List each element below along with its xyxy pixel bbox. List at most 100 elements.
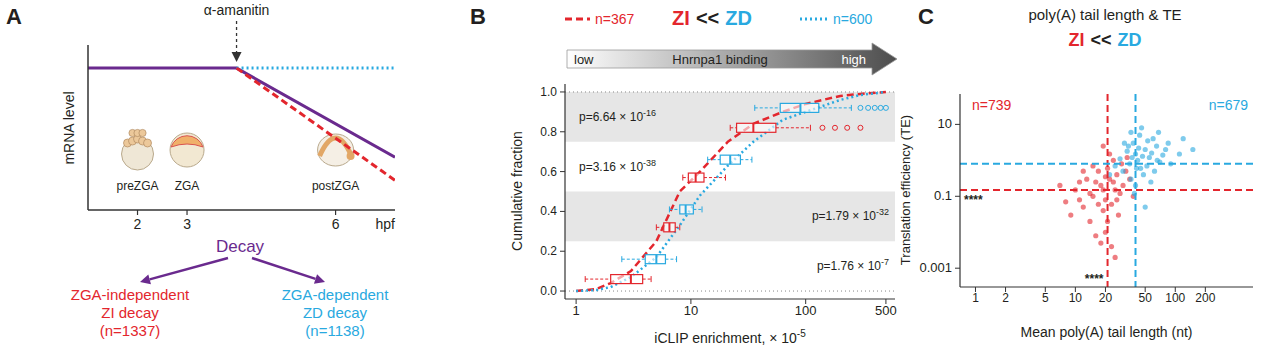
legend-label: n=600 bbox=[833, 11, 873, 27]
y-tick bbox=[560, 91, 565, 92]
x-axis-label-text: iCLIP enrichment, × 10 bbox=[654, 330, 797, 346]
p-value: p=1.79 × 10-32 bbox=[812, 207, 889, 223]
stage-label: postZGA bbox=[312, 179, 359, 193]
whisker bbox=[665, 259, 676, 260]
x-tick-label: 2 bbox=[134, 216, 142, 232]
point bbox=[1114, 197, 1119, 202]
point bbox=[1148, 179, 1153, 184]
point bbox=[1109, 202, 1114, 207]
outlier bbox=[845, 125, 850, 130]
point bbox=[1181, 136, 1186, 141]
point bbox=[1063, 199, 1068, 204]
series-line bbox=[576, 92, 886, 291]
x-tick-label: 20 bbox=[1099, 291, 1113, 305]
y-tick bbox=[560, 291, 565, 292]
x-tick-label: 10 bbox=[684, 303, 698, 318]
series-line bbox=[576, 92, 886, 291]
outlier bbox=[858, 125, 863, 130]
y-axis bbox=[564, 84, 565, 299]
box-median bbox=[695, 173, 697, 182]
whisker-cap bbox=[656, 224, 657, 230]
cell bbox=[139, 129, 146, 136]
outlier bbox=[866, 105, 871, 110]
point bbox=[1081, 169, 1086, 174]
x-tick-label: 5 bbox=[1042, 291, 1049, 305]
p-value-text: p=1.76 × 10 bbox=[817, 259, 881, 273]
x-tick-label: 50 bbox=[1139, 291, 1153, 305]
x-tick-label: 3 bbox=[183, 216, 191, 232]
embryo-icon bbox=[122, 129, 154, 170]
p-value-exponent: -32 bbox=[876, 207, 889, 217]
p-value-text: p=6.64 × 10 bbox=[579, 110, 643, 124]
point bbox=[1093, 179, 1098, 184]
y-axis-label: mRNA level bbox=[61, 91, 77, 164]
whisker-cap bbox=[682, 175, 683, 181]
point bbox=[1130, 155, 1135, 160]
p-value: p=1.76 × 10-7 bbox=[817, 257, 889, 273]
reference-line bbox=[960, 163, 1253, 165]
decay-label: Decay bbox=[216, 237, 265, 256]
point bbox=[1096, 169, 1101, 174]
arrow-head bbox=[232, 52, 242, 62]
box bbox=[737, 123, 776, 132]
point bbox=[1109, 244, 1114, 249]
arrow-label: Hnrnpa1 binding bbox=[672, 52, 767, 67]
panel-b: B0.00.20.40.60.81.0110100500iCLIP enrich… bbox=[470, 4, 897, 346]
y-tick-label: 0.2 bbox=[540, 244, 557, 258]
plot-area bbox=[576, 92, 888, 291]
point bbox=[1128, 177, 1133, 182]
box-median bbox=[630, 275, 632, 284]
outlier bbox=[832, 125, 837, 130]
point bbox=[1101, 143, 1106, 148]
whisker bbox=[740, 159, 751, 160]
p-value-exponent: -38 bbox=[643, 158, 656, 168]
x-tick-label: 200 bbox=[1195, 291, 1215, 305]
point bbox=[1098, 183, 1103, 188]
x-tick-label: 2 bbox=[1002, 291, 1009, 305]
yolk bbox=[170, 133, 204, 167]
point bbox=[1113, 255, 1118, 260]
y-tick-label: 1.0 bbox=[540, 85, 557, 99]
box bbox=[645, 255, 665, 264]
y-axis-label: Translation efficiency (TE) bbox=[898, 115, 913, 265]
p-value-text: p=1.79 × 10 bbox=[812, 209, 876, 223]
x-tick-label: 100 bbox=[795, 303, 817, 318]
reference-line bbox=[1135, 94, 1137, 287]
reference-line bbox=[565, 91, 895, 92]
y-tick bbox=[560, 171, 565, 172]
x-tick-label: 1 bbox=[573, 303, 580, 318]
y-tick bbox=[560, 131, 565, 132]
point bbox=[1101, 208, 1106, 213]
stage-label: ZGA bbox=[175, 179, 200, 193]
outlier bbox=[820, 125, 825, 130]
whisker-cap bbox=[751, 157, 752, 163]
y-tick bbox=[955, 124, 960, 125]
point bbox=[1117, 191, 1122, 196]
point bbox=[1116, 212, 1121, 217]
arrow-label: high bbox=[841, 52, 866, 67]
branch-label: (n=1138) bbox=[305, 322, 364, 339]
figure: ApreZGAZGApostZGA236hpfmRNA levelα-amani… bbox=[0, 0, 1280, 362]
whisker bbox=[683, 177, 689, 178]
legend-label: n=367 bbox=[595, 11, 635, 27]
point bbox=[1190, 147, 1195, 152]
box-median bbox=[655, 255, 657, 264]
y-tick-label: 0.4 bbox=[540, 204, 557, 218]
legend-swatch bbox=[565, 18, 590, 21]
point bbox=[1120, 169, 1125, 174]
point bbox=[1098, 240, 1103, 245]
whisker bbox=[704, 177, 725, 178]
title-part: ZD bbox=[725, 7, 752, 29]
outlier bbox=[872, 105, 877, 110]
whisker-cap bbox=[585, 276, 586, 282]
point bbox=[1137, 133, 1142, 138]
whisker-cap bbox=[707, 157, 708, 163]
whisker-cap bbox=[810, 125, 811, 131]
arrow-label: low bbox=[574, 52, 594, 67]
reference-line bbox=[960, 189, 1253, 191]
branch-label: ZGA-independent bbox=[71, 286, 190, 303]
series-line bbox=[88, 68, 395, 157]
x-axis-label: iCLIP enrichment, × 10-5 bbox=[654, 328, 806, 346]
chart-root: ApreZGAZGApostZGA236hpfmRNA levelα-amani… bbox=[0, 0, 1280, 362]
p-value-exponent: -7 bbox=[881, 257, 889, 267]
